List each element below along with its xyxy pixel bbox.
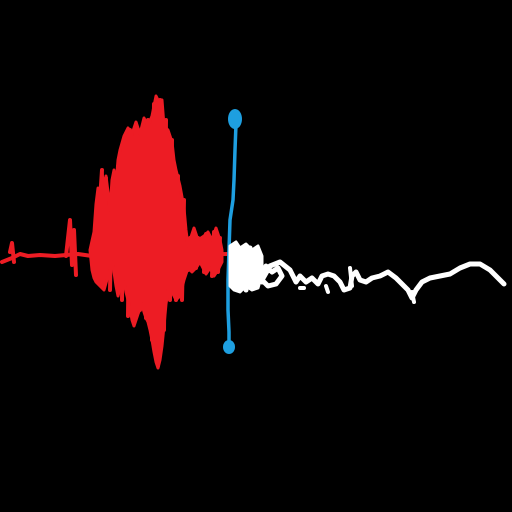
circle-handle-icon[interactable] (223, 340, 235, 354)
circle-handle-icon[interactable] (228, 109, 242, 129)
played-baseline (0, 252, 230, 264)
unplayed-waveform (228, 240, 507, 304)
unplayed-detail-marks (298, 266, 416, 304)
playhead[interactable] (223, 109, 242, 354)
played-waveform (0, 94, 230, 370)
playhead-line[interactable] (226, 110, 238, 348)
played-spike-left (8, 218, 78, 277)
played-body-strokes (98, 98, 222, 368)
unplayed-scribbles (229, 245, 507, 301)
